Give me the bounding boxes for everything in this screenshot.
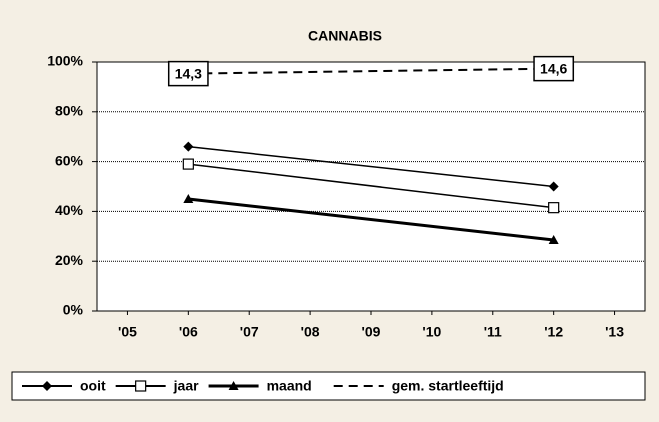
data-label-box xyxy=(533,55,575,82)
point xyxy=(182,158,194,170)
x-tick-label: '12 xyxy=(544,324,563,340)
point xyxy=(548,235,559,245)
point xyxy=(183,141,194,152)
series-line xyxy=(188,67,554,75)
y-tick-label: 40% xyxy=(55,202,84,218)
x-tick-label: '07 xyxy=(240,324,259,340)
legend-marker xyxy=(135,380,147,392)
legend-label: ooit xyxy=(80,378,106,394)
legend xyxy=(11,371,646,401)
point xyxy=(548,202,560,214)
x-tick-label: '13 xyxy=(605,324,624,340)
x-tick-label: '11 xyxy=(484,324,502,340)
x-tick-label: '06 xyxy=(179,324,198,340)
point xyxy=(183,193,194,203)
legend-label: gem. startleeftijd xyxy=(392,378,504,394)
series-line xyxy=(188,163,554,209)
chart-title: CANNABIS xyxy=(308,28,382,44)
data-label: 14,3 xyxy=(175,65,202,81)
y-tick-label: 20% xyxy=(55,252,84,268)
x-tick-label: '09 xyxy=(362,324,381,340)
series-line xyxy=(188,145,554,188)
point xyxy=(548,181,559,192)
data-label: 14,6 xyxy=(540,60,567,76)
legend-marker xyxy=(42,381,52,391)
legend-label: maand xyxy=(267,378,312,394)
x-tick-label: '05 xyxy=(118,324,137,340)
legend-label: jaar xyxy=(173,378,199,394)
x-tick-label: '08 xyxy=(301,324,320,340)
y-tick-label: 100% xyxy=(47,53,83,69)
y-tick-label: 60% xyxy=(55,152,84,168)
y-tick-label: 80% xyxy=(55,103,84,119)
series-line xyxy=(188,197,554,242)
x-tick-label: '10 xyxy=(422,324,441,340)
y-tick-label: 0% xyxy=(63,302,84,318)
data-label-box xyxy=(167,60,209,87)
legend-marker xyxy=(228,381,239,390)
